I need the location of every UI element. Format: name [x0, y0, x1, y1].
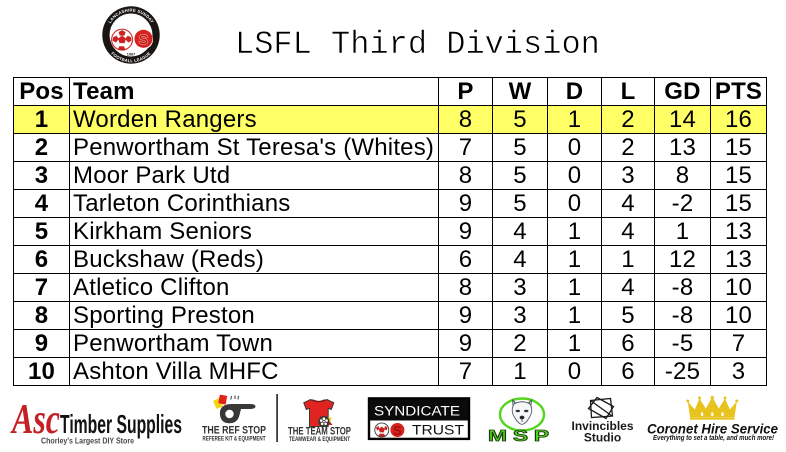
svg-text:SYNDICATE: SYNDICATE	[374, 403, 460, 418]
svg-text:Chorley's Largest DIY Store: Chorley's Largest DIY Store	[41, 437, 134, 446]
svg-text:S: S	[393, 423, 402, 438]
svg-text:TRUST: TRUST	[412, 422, 464, 437]
svg-text:1967: 1967	[127, 52, 135, 56]
svg-text:Timber Supplies: Timber Supplies	[60, 409, 182, 439]
svg-text:REFEREE KIT & EQUIPMENT: REFEREE KIT & EQUIPMENT	[203, 437, 266, 443]
svg-text:S: S	[139, 32, 149, 48]
svg-text:Invincibles: Invincibles	[571, 419, 633, 433]
svg-text:THE TEAM STOP: THE TEAM STOP	[288, 426, 351, 438]
svg-text:Asc: Asc	[10, 397, 61, 443]
svg-text:Everything to set a table, and: Everything to set a table, and much more…	[653, 433, 774, 442]
svg-text:Coronet Hire Service: Coronet Hire Service	[647, 421, 778, 437]
svg-text:MSP: MSP	[488, 428, 555, 445]
svg-text:TEAMWEAR & EQUIPMENT: TEAMWEAR & EQUIPMENT	[289, 437, 350, 443]
svg-text:THE REF STOP: THE REF STOP	[202, 425, 266, 437]
svg-text:Studio: Studio	[584, 430, 621, 444]
